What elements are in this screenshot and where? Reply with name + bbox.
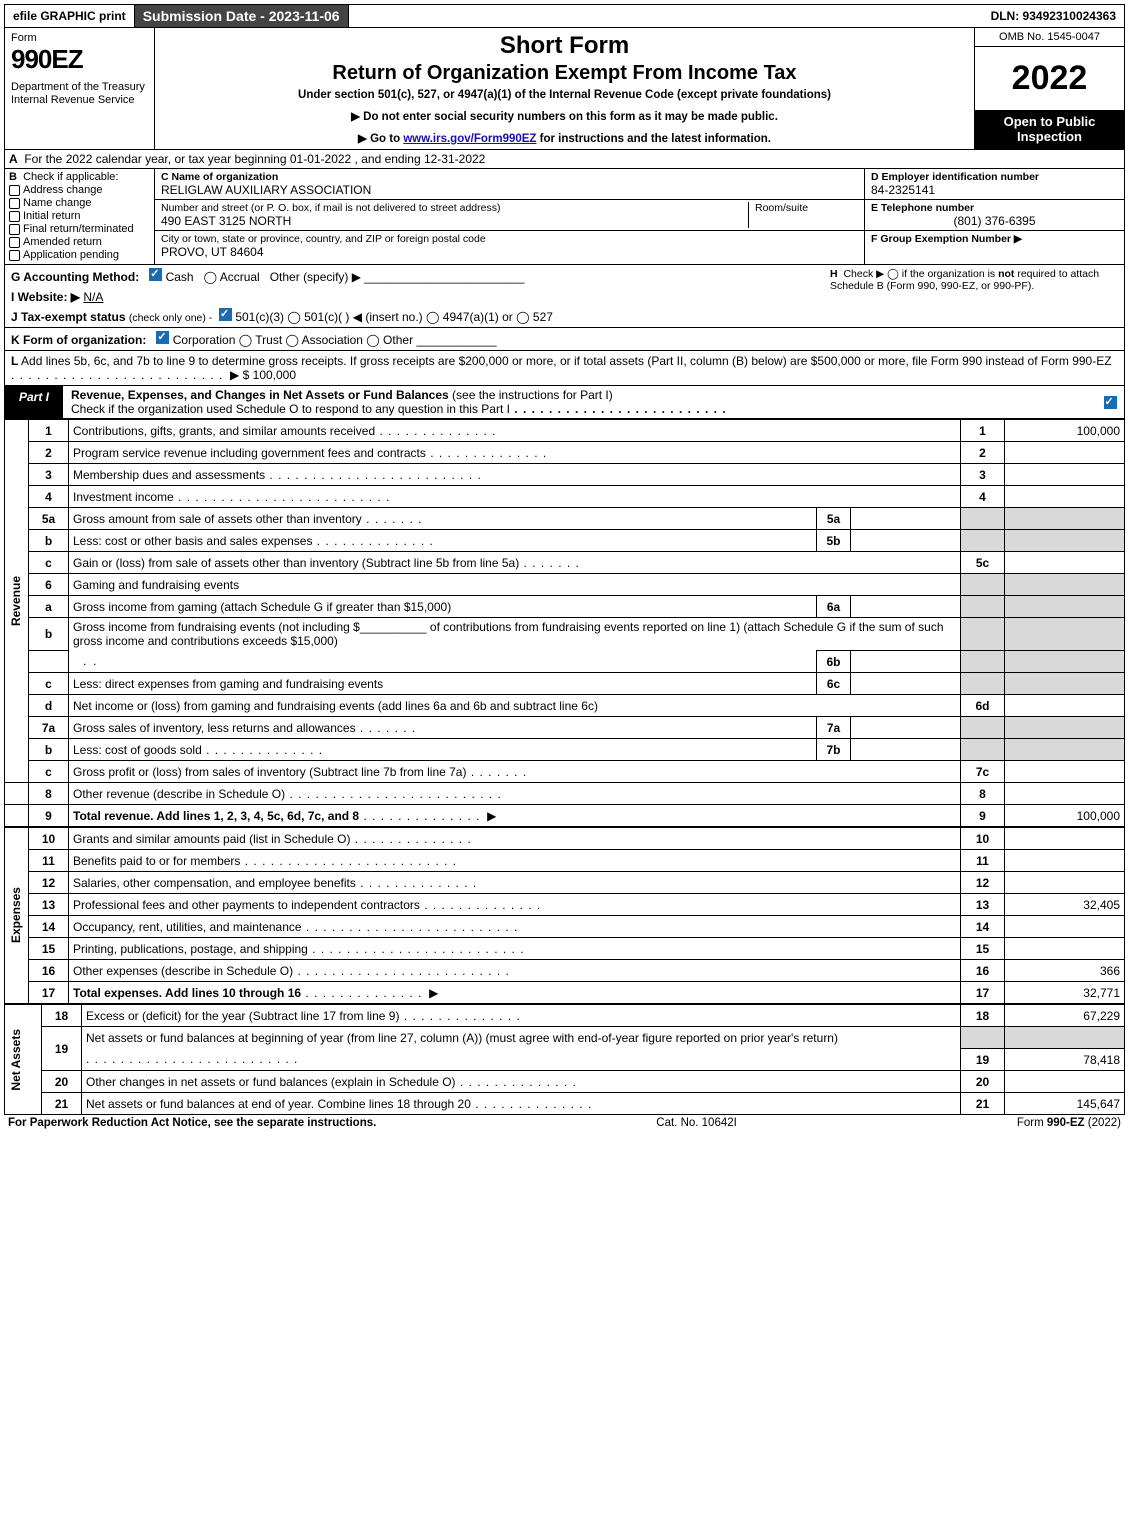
expenses-vlabel: Expenses xyxy=(5,828,29,1004)
part1-checkbox-icon xyxy=(1104,396,1117,409)
gross-receipts: 100,000 xyxy=(253,368,296,382)
header-left: Form 990EZ Department of the Treasury In… xyxy=(5,28,155,149)
f-label: F Group Exemption Number ▶ xyxy=(871,233,1118,245)
subtitle: Under section 501(c), 527, or 4947(a)(1)… xyxy=(163,89,966,101)
tax-year: 2022 xyxy=(975,47,1124,110)
omb-number: OMB No. 1545-0047 xyxy=(975,28,1124,47)
org-name: RELIGLAW AUXILIARY ASSOCIATION xyxy=(161,183,858,197)
bullet-1: ▶ Do not enter social security numbers o… xyxy=(163,109,966,123)
paperwork-notice: For Paperwork Reduction Act Notice, see … xyxy=(8,1117,376,1129)
revenue-vlabel: Revenue xyxy=(5,420,29,783)
line-19-amt: 78,418 xyxy=(1005,1049,1125,1071)
line-21-amt: 145,647 xyxy=(1005,1093,1125,1115)
revenue-table: Revenue 1Contributions, gifts, grants, a… xyxy=(4,419,1125,827)
g-label: G Accounting Method: xyxy=(11,270,139,284)
submission-date: Submission Date - 2023-11-06 xyxy=(135,5,349,27)
dln: DLN: 93492310024363 xyxy=(983,5,1124,27)
section-def: D Employer identification number 84-2325… xyxy=(864,169,1124,264)
line-13-amt: 32,405 xyxy=(1005,894,1125,916)
line-17-amt: 32,771 xyxy=(1005,982,1125,1004)
part1-header: Part I Revenue, Expenses, and Changes in… xyxy=(4,386,1125,419)
section-a: A For the 2022 calendar year, or tax yea… xyxy=(4,150,1125,169)
expenses-table: Expenses 10Grants and similar amounts pa… xyxy=(4,827,1125,1004)
netassets-table: Net Assets 18Excess or (deficit) for the… xyxy=(4,1004,1125,1115)
part1-label: Part I xyxy=(5,386,63,418)
part1-title: Revenue, Expenses, and Changes in Net As… xyxy=(63,386,1096,418)
department: Department of the Treasury Internal Reve… xyxy=(11,81,148,107)
telephone: (801) 376-6395 xyxy=(871,214,1118,228)
ident-block: B Check if applicable: Address change Na… xyxy=(4,169,1125,265)
efile-label: efile GRAPHIC print xyxy=(5,5,135,27)
section-l: L Add lines 5b, 6c, and 7b to line 9 to … xyxy=(4,351,1125,386)
city-state-zip: PROVO, UT 84604 xyxy=(161,245,858,259)
irs-link[interactable]: www.irs.gov/Form990EZ xyxy=(403,133,536,145)
corp-checkbox-icon xyxy=(156,331,169,344)
catalog-number: Cat. No. 10642I xyxy=(656,1117,737,1129)
501c3-checkbox-icon xyxy=(219,308,232,321)
open-to-public: Open to Public Inspection xyxy=(975,110,1124,149)
line-16-amt: 366 xyxy=(1005,960,1125,982)
form-ref: Form 990-EZ (2022) xyxy=(1017,1117,1121,1129)
form-header: Form 990EZ Department of the Treasury In… xyxy=(4,28,1125,150)
top-bar: efile GRAPHIC print Submission Date - 20… xyxy=(4,4,1125,28)
street-address: 490 EAST 3125 NORTH xyxy=(161,214,748,228)
section-k: K Form of organization: Corporation ◯ Tr… xyxy=(4,328,1125,351)
chk-final-return[interactable]: Final return/terminated xyxy=(9,223,150,235)
chk-amended-return[interactable]: Amended return xyxy=(9,236,150,248)
netassets-vlabel: Net Assets xyxy=(5,1005,42,1115)
chk-address-change[interactable]: Address change xyxy=(9,184,150,196)
header-center: Short Form Return of Organization Exempt… xyxy=(155,28,974,149)
website-value: N/A xyxy=(83,290,103,304)
room-suite-label: Room/suite xyxy=(755,202,858,214)
gh-row: G Accounting Method: Cash ◯ Accrual Othe… xyxy=(4,265,1125,328)
chk-name-change[interactable]: Name change xyxy=(9,197,150,209)
form-word: Form xyxy=(11,32,148,44)
c-name-label: C Name of organization xyxy=(161,171,858,183)
line-9-amt: 100,000 xyxy=(1005,805,1125,827)
e-label: E Telephone number xyxy=(871,202,1118,214)
d-label: D Employer identification number xyxy=(871,171,1118,183)
short-form-title: Short Form xyxy=(163,32,966,60)
section-c: C Name of organization RELIGLAW AUXILIAR… xyxy=(155,169,864,264)
header-right: OMB No. 1545-0047 2022 Open to Public In… xyxy=(974,28,1124,149)
cash-checkbox-icon xyxy=(149,268,162,281)
page-footer: For Paperwork Reduction Act Notice, see … xyxy=(4,1115,1125,1131)
c-addr-label: Number and street (or P. O. box, if mail… xyxy=(161,202,748,214)
ein: 84-2325141 xyxy=(871,183,1118,197)
j-label: J Tax-exempt status xyxy=(11,310,126,324)
i-label: I Website: ▶ xyxy=(11,290,80,304)
return-title: Return of Organization Exempt From Incom… xyxy=(163,62,966,85)
section-b: B Check if applicable: Address change Na… xyxy=(5,169,155,264)
chk-initial-return[interactable]: Initial return xyxy=(9,210,150,222)
chk-application-pending[interactable]: Application pending xyxy=(9,249,150,261)
line-18-amt: 67,229 xyxy=(1005,1005,1125,1027)
bullet-2: ▶ Go to www.irs.gov/Form990EZ for instru… xyxy=(163,131,966,145)
line-1-amt: 100,000 xyxy=(1005,420,1125,442)
section-h: H Check ▶ ◯ if the organization is not r… xyxy=(818,268,1118,324)
form-number: 990EZ xyxy=(11,44,148,75)
c-city-label: City or town, state or province, country… xyxy=(161,233,858,245)
